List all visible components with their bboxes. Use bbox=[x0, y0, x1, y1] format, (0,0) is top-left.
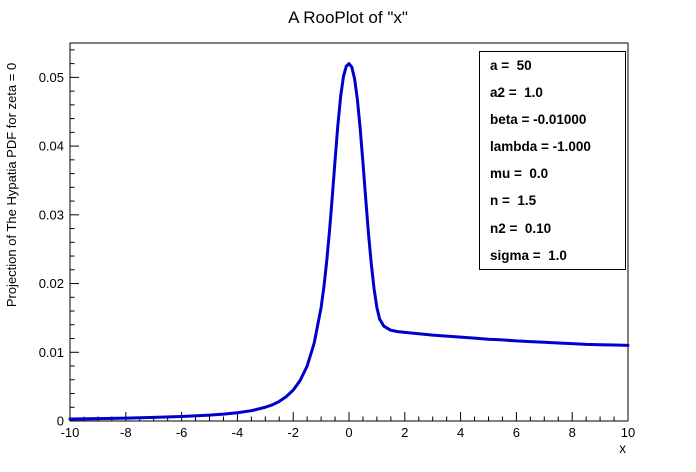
y-tick-label: 0.02 bbox=[39, 276, 64, 291]
x-tick-label: -8 bbox=[120, 425, 132, 440]
param-a: a = 50 bbox=[490, 57, 532, 73]
param-a2: a2 = 1.0 bbox=[490, 84, 543, 100]
x-tick-label: -10 bbox=[61, 425, 80, 440]
param-sigma: sigma = 1.0 bbox=[490, 247, 567, 263]
y-tick-label: 0 bbox=[57, 414, 64, 429]
x-tick-label: 4 bbox=[457, 425, 464, 440]
plot-title: A RooPlot of "x" bbox=[288, 8, 408, 27]
x-tick-label: -6 bbox=[176, 425, 188, 440]
y-tick-label: 0.04 bbox=[39, 139, 64, 154]
parameter-box: a = 50 a2 = 1.0 beta = -0.01000 lambda =… bbox=[479, 51, 626, 270]
x-tick-label: 8 bbox=[569, 425, 576, 440]
x-tick-label: -4 bbox=[232, 425, 244, 440]
pdf-curve bbox=[68, 62, 630, 421]
param-n2: n2 = 0.10 bbox=[490, 220, 552, 236]
param-mu: mu = 0.0 bbox=[490, 166, 549, 182]
y-axis-title: Projection of The Hypatia PDF for zeta =… bbox=[4, 63, 19, 307]
x-tick-label: 2 bbox=[401, 425, 408, 440]
param-lambda: lambda = -1.000 bbox=[490, 139, 591, 155]
y-tick-label: 0.03 bbox=[39, 207, 64, 222]
x-tick-label: 6 bbox=[513, 425, 520, 440]
param-n: n = 1.5 bbox=[490, 193, 537, 209]
param-beta: beta = -0.01000 bbox=[490, 112, 587, 128]
x-tick-label: 0 bbox=[345, 425, 352, 440]
y-tick-label: 0.05 bbox=[39, 70, 64, 85]
y-tick-label: 0.01 bbox=[39, 345, 64, 360]
x-tick-label: 10 bbox=[621, 425, 635, 440]
x-tick-label: -2 bbox=[287, 425, 299, 440]
x-axis-title: x bbox=[619, 441, 626, 456]
